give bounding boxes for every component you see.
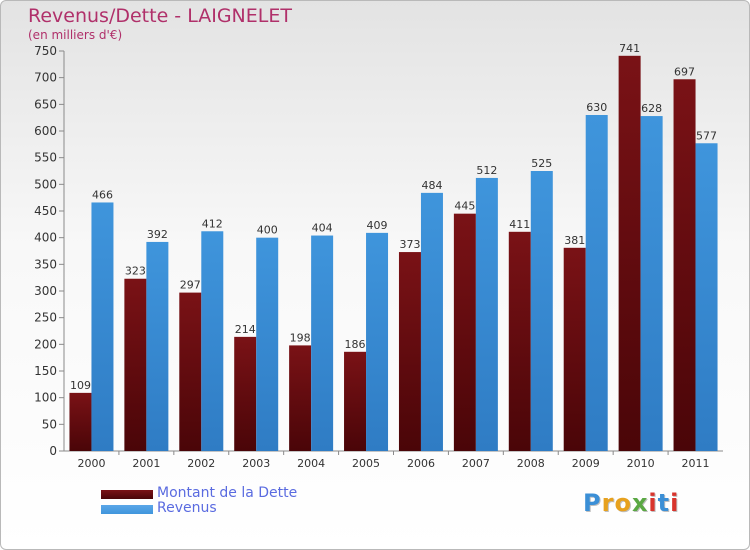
data-label: 323: [125, 265, 146, 278]
logo-letter: i: [670, 489, 680, 517]
data-label: 525: [531, 157, 552, 170]
bar-revenue: [695, 143, 718, 451]
bar-debt: [508, 231, 531, 451]
x-tick-label: 2002: [187, 457, 215, 470]
bar-debt: [563, 247, 586, 451]
data-label: 400: [257, 224, 278, 237]
bar-debt: [453, 213, 476, 451]
logo-letter: r: [601, 489, 615, 517]
logo-letter: o: [614, 489, 632, 517]
data-label: 628: [641, 102, 662, 115]
x-tick-label: 2005: [352, 457, 380, 470]
bar-revenue: [585, 115, 608, 451]
data-label: 409: [367, 219, 388, 232]
data-label: 411: [509, 218, 530, 231]
bar-revenue: [311, 235, 334, 451]
x-tick-label: 2001: [132, 457, 160, 470]
y-tick-label: 450: [34, 204, 57, 218]
y-tick-label: 250: [34, 311, 57, 325]
data-label: 466: [92, 188, 113, 201]
x-tick-label: 2006: [407, 457, 435, 470]
bar-debt: [179, 292, 202, 451]
legend-swatch-revenue: [101, 505, 153, 514]
bar-debt: [289, 345, 312, 451]
y-tick-label: 650: [34, 97, 57, 111]
logo-letter: i: [648, 489, 658, 517]
data-label: 577: [696, 129, 717, 142]
bar-revenue: [530, 171, 553, 451]
chart-subtitle: (en milliers d'€): [28, 28, 123, 42]
y-tick-label: 300: [34, 284, 57, 298]
data-label: 630: [586, 101, 607, 114]
x-tick-label: 2008: [517, 457, 545, 470]
bar-revenue: [366, 232, 389, 451]
data-label: 381: [564, 234, 585, 247]
x-tick-label: 2009: [572, 457, 600, 470]
bar-revenue: [91, 202, 114, 451]
data-label: 484: [421, 179, 442, 192]
y-tick-label: 600: [34, 124, 57, 138]
x-tick-label: 2003: [242, 457, 270, 470]
x-tick-label: 2010: [627, 457, 655, 470]
bar-debt: [618, 55, 641, 452]
bar-revenue: [475, 177, 498, 451]
x-tick-label: 2011: [682, 457, 710, 470]
bar-revenue: [256, 237, 279, 451]
data-label: 697: [674, 65, 695, 78]
bar-debt: [234, 336, 257, 451]
data-label: 186: [345, 338, 366, 351]
y-tick-label: 550: [34, 151, 57, 165]
y-tick-label: 500: [34, 177, 57, 191]
data-label: 392: [147, 228, 168, 241]
legend-label-revenue: Revenus: [157, 500, 217, 516]
data-label: 412: [202, 217, 223, 230]
bar-debt: [69, 392, 92, 451]
y-tick-label: 350: [34, 257, 57, 271]
y-tick-label: 150: [34, 364, 57, 378]
bar-revenue: [420, 192, 443, 451]
data-label: 373: [399, 238, 420, 251]
y-tick-label: 700: [34, 71, 57, 85]
data-label: 741: [619, 42, 640, 55]
bar-debt: [344, 351, 367, 451]
legend-swatch-debt: [101, 490, 153, 499]
y-tick-label: 50: [42, 417, 57, 431]
y-tick-label: 0: [49, 444, 57, 458]
bar-revenue: [201, 231, 224, 451]
x-tick-label: 2000: [77, 457, 105, 470]
data-label: 198: [290, 331, 311, 344]
logo-letter: x: [631, 489, 649, 517]
logo-letter: P: [583, 489, 602, 517]
logo-letter: t: [657, 489, 671, 517]
bar-debt: [398, 252, 421, 451]
y-tick-label: 400: [34, 231, 57, 245]
legend-label-debt: Montant de la Dette: [157, 485, 298, 501]
y-tick-label: 750: [34, 44, 57, 58]
y-tick-label: 100: [34, 391, 57, 405]
data-label: 512: [476, 164, 497, 177]
bar-revenue: [640, 116, 663, 452]
proxiti-logo: Proxiti: [583, 489, 679, 517]
bar-debt: [124, 278, 147, 451]
bar-debt: [673, 79, 696, 452]
y-tick-label: 200: [34, 337, 57, 351]
chart-title: Revenus/Dette - LAIGNELET: [28, 5, 292, 27]
data-label: 445: [454, 200, 475, 213]
bar-revenue: [146, 241, 169, 451]
data-label: 297: [180, 279, 201, 292]
data-label: 214: [235, 323, 256, 336]
data-label: 109: [70, 379, 91, 392]
x-tick-label: 2007: [462, 457, 490, 470]
data-label: 404: [312, 222, 333, 235]
x-tick-label: 2004: [297, 457, 325, 470]
